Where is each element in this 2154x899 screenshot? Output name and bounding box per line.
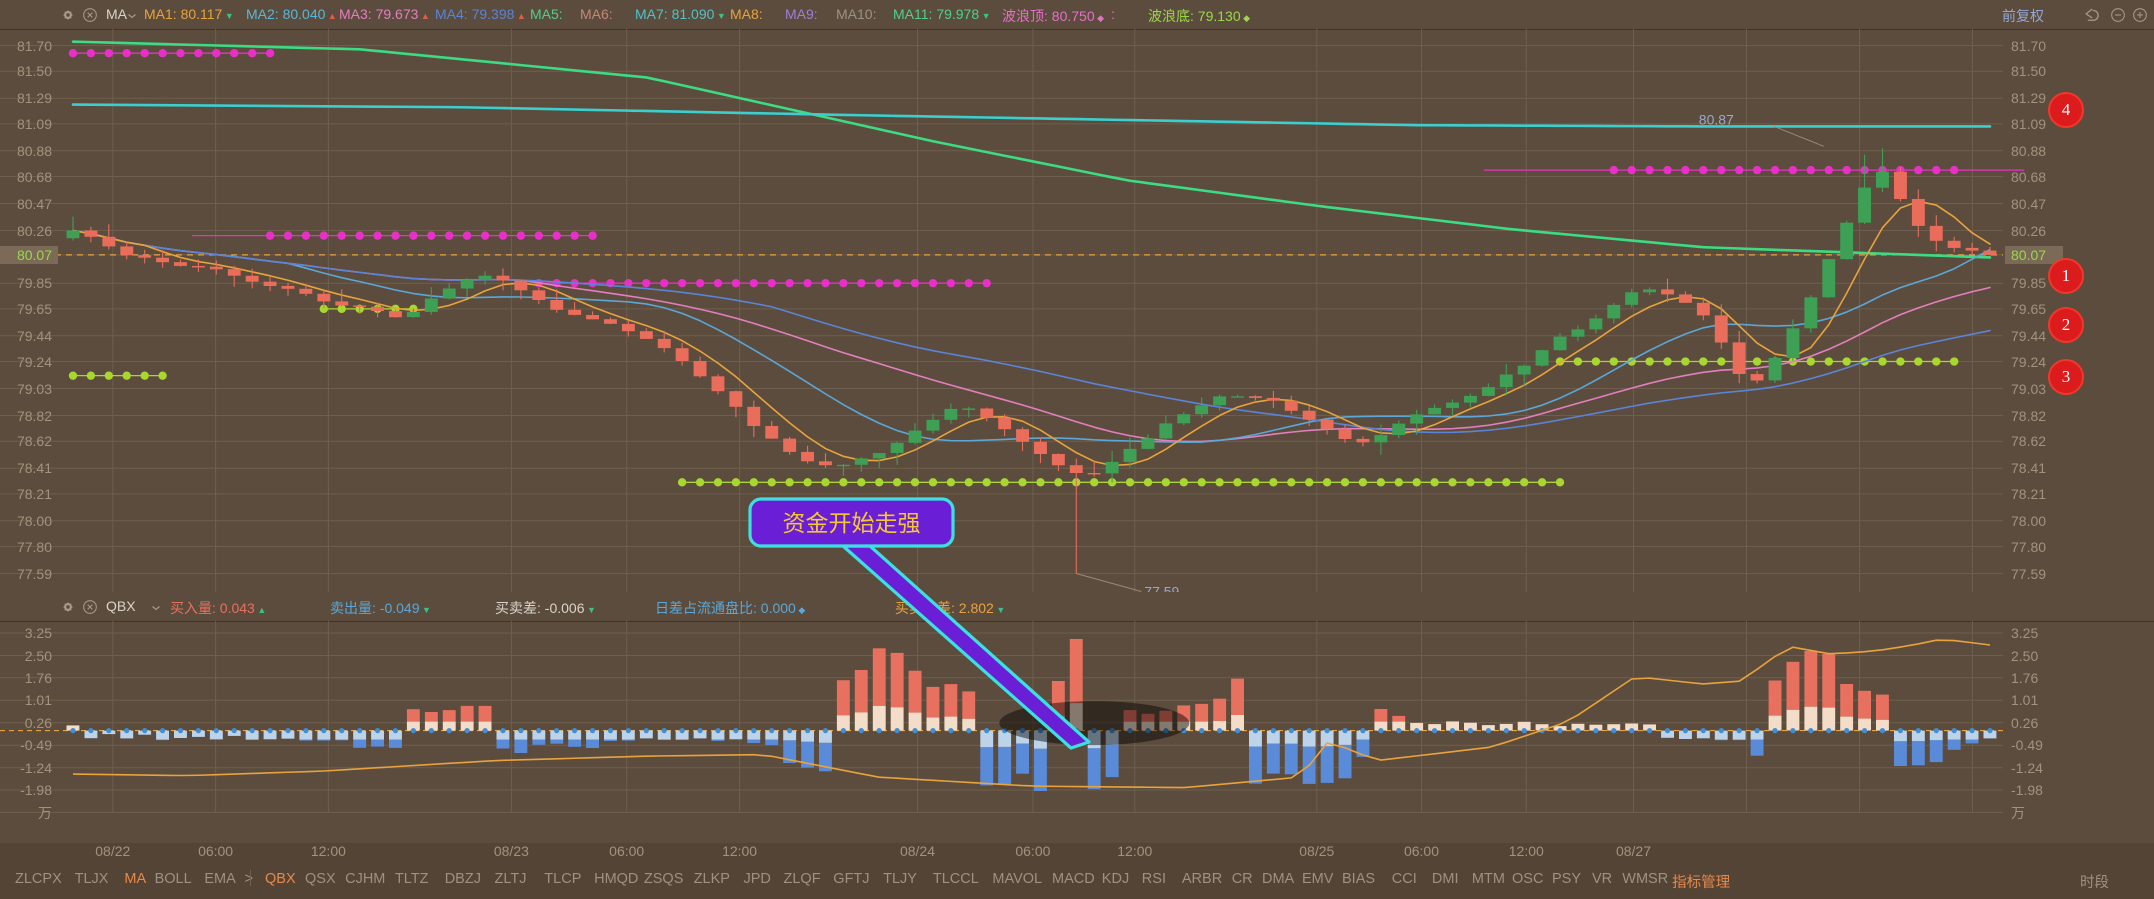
svg-text:77.59: 77.59	[1144, 584, 1179, 593]
svg-text:80.87: 80.87	[1699, 111, 1734, 127]
